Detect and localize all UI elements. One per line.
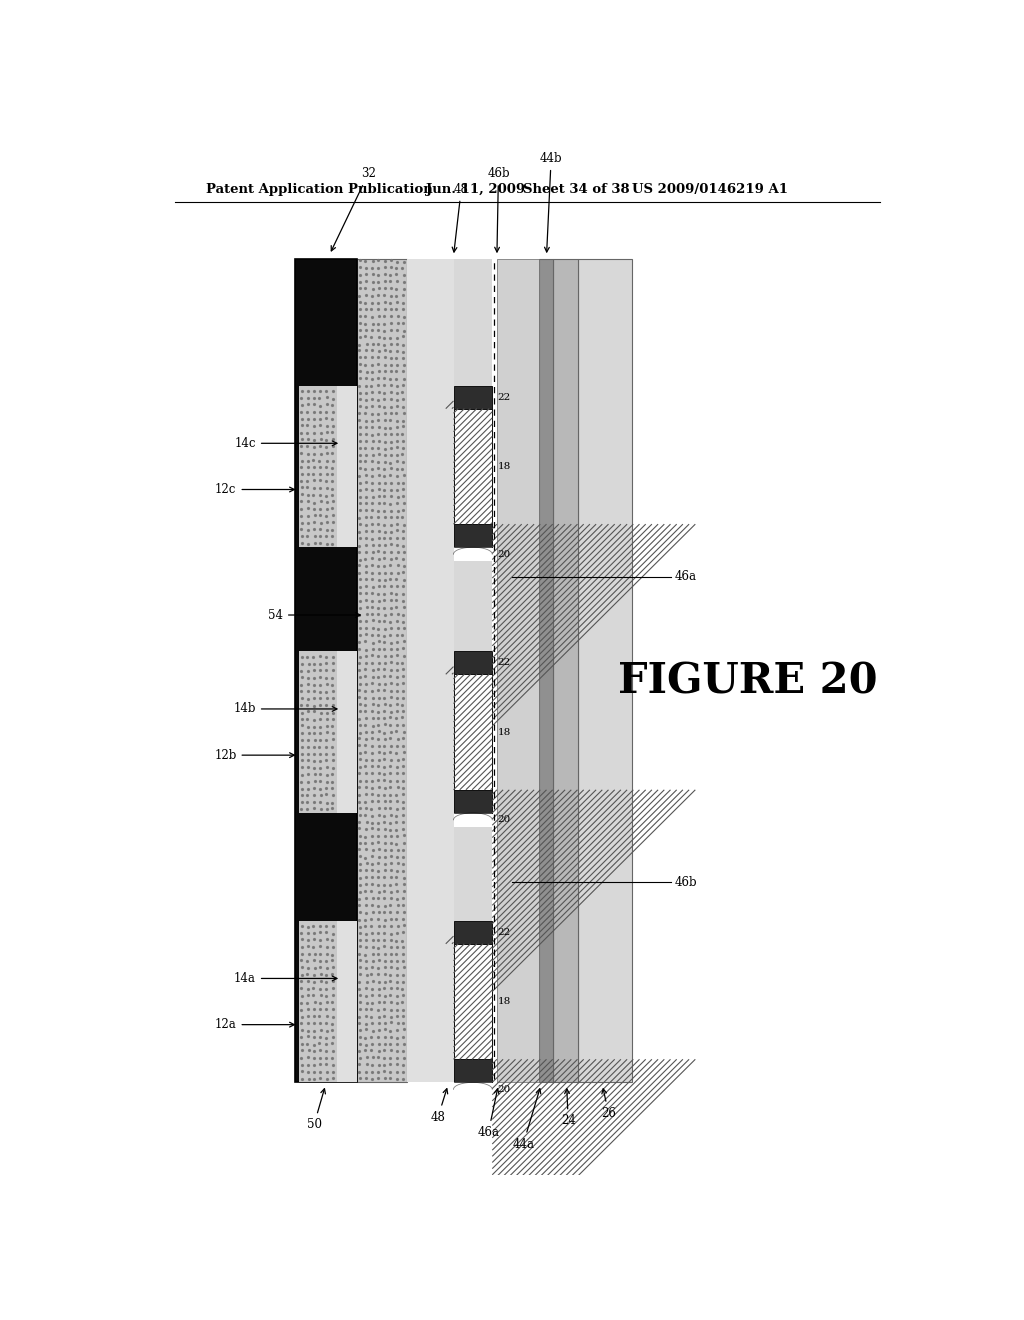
Bar [337, 651, 356, 813]
Bar [454, 524, 493, 548]
Text: 18: 18 [498, 462, 511, 471]
Text: 12a: 12a [215, 1018, 294, 1031]
Bar [553, 259, 578, 1082]
Bar [539, 259, 553, 1082]
Bar [454, 385, 493, 409]
Bar [337, 385, 356, 548]
Text: 46b: 46b [675, 875, 697, 888]
Bar [299, 921, 356, 1082]
Bar [493, 259, 496, 1082]
Text: 44b: 44b [540, 152, 562, 252]
Bar [454, 259, 493, 1082]
Text: 18: 18 [498, 997, 511, 1006]
Bar [454, 944, 493, 1059]
Bar [454, 944, 493, 1059]
Text: FIGURE 20: FIGURE 20 [618, 661, 878, 704]
Bar [454, 675, 493, 789]
Bar [454, 409, 493, 524]
Text: 14c: 14c [234, 437, 337, 450]
Bar [454, 921, 493, 944]
Text: 12c: 12c [215, 483, 294, 496]
Text: 12b: 12b [214, 748, 294, 762]
Bar [299, 651, 356, 813]
Text: 20: 20 [498, 549, 511, 558]
Text: 26: 26 [601, 1089, 616, 1119]
Text: 46a: 46a [477, 1089, 500, 1139]
Text: 32: 32 [331, 168, 376, 251]
Text: 14a: 14a [234, 972, 337, 985]
Bar [454, 675, 493, 789]
Text: 22: 22 [498, 392, 511, 401]
Text: US 2009/0146219 A1: US 2009/0146219 A1 [632, 182, 787, 195]
Bar [407, 259, 454, 1082]
Text: 20: 20 [498, 1085, 511, 1094]
Text: 50: 50 [306, 1089, 326, 1131]
Bar [299, 385, 356, 548]
Bar [497, 259, 539, 1082]
Bar [337, 921, 356, 1082]
Text: 48: 48 [453, 182, 469, 252]
Bar [454, 548, 493, 561]
Text: 22: 22 [498, 659, 511, 667]
Text: 18: 18 [498, 727, 511, 737]
Text: 46a: 46a [675, 570, 696, 583]
Text: Patent Application Publication: Patent Application Publication [206, 182, 432, 195]
Bar [299, 385, 337, 548]
Bar [454, 789, 493, 813]
Text: 54: 54 [268, 609, 360, 622]
Bar [295, 259, 356, 1082]
Bar [454, 1082, 493, 1096]
Bar [356, 259, 407, 1082]
Text: 24: 24 [561, 1089, 575, 1127]
Text: Sheet 34 of 38: Sheet 34 of 38 [523, 182, 630, 195]
Bar [299, 921, 337, 1082]
Text: 48: 48 [430, 1089, 447, 1123]
Text: 22: 22 [498, 928, 511, 937]
Bar [454, 813, 493, 826]
Bar [299, 651, 337, 813]
Text: 46b: 46b [487, 168, 510, 252]
Text: 14b: 14b [233, 702, 337, 715]
Text: Jun. 11, 2009: Jun. 11, 2009 [426, 182, 525, 195]
Bar [454, 651, 493, 675]
Bar [454, 1059, 493, 1082]
Bar [454, 409, 493, 524]
Bar [578, 259, 632, 1082]
Text: 44a: 44a [512, 1089, 541, 1151]
Text: 20: 20 [498, 816, 511, 824]
